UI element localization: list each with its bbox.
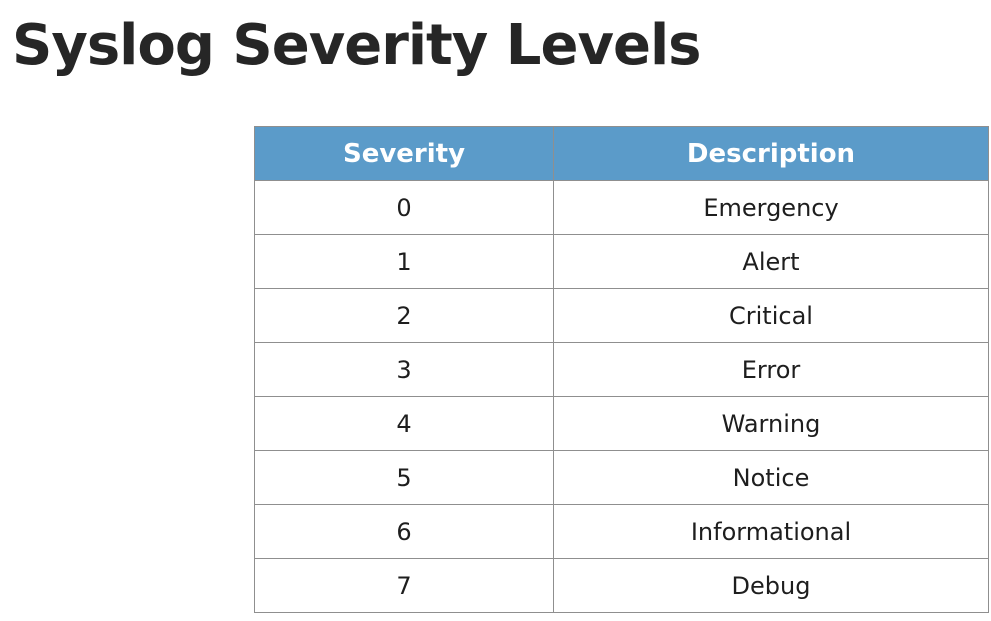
table-row: 0 Emergency [254,180,989,235]
table-row: 1 Alert [254,234,989,289]
table-row: 5 Notice [254,450,989,505]
severity-cell: 4 [254,396,554,451]
description-cell: Informational [553,504,989,559]
description-cell: Error [553,342,989,397]
description-cell: Emergency [553,180,989,235]
severity-levels-table: Severity Description 0 Emergency 1 Alert… [254,126,989,613]
description-cell: Warning [553,396,989,451]
table-row: 3 Error [254,342,989,397]
severity-cell: 5 [254,450,554,505]
table-row: 4 Warning [254,396,989,451]
page-title: Syslog Severity Levels [12,13,701,78]
severity-cell: 7 [254,558,554,613]
severity-cell: 2 [254,288,554,343]
table-row: 6 Informational [254,504,989,559]
severity-cell: 1 [254,234,554,289]
table-row: 7 Debug [254,558,989,613]
severity-cell: 0 [254,180,554,235]
description-cell: Critical [553,288,989,343]
description-cell: Alert [553,234,989,289]
column-header-severity: Severity [254,126,554,181]
table-header-row: Severity Description [254,126,989,181]
column-header-description: Description [553,126,989,181]
description-cell: Notice [553,450,989,505]
severity-cell: 3 [254,342,554,397]
description-cell: Debug [553,558,989,613]
severity-cell: 6 [254,504,554,559]
table-row: 2 Critical [254,288,989,343]
